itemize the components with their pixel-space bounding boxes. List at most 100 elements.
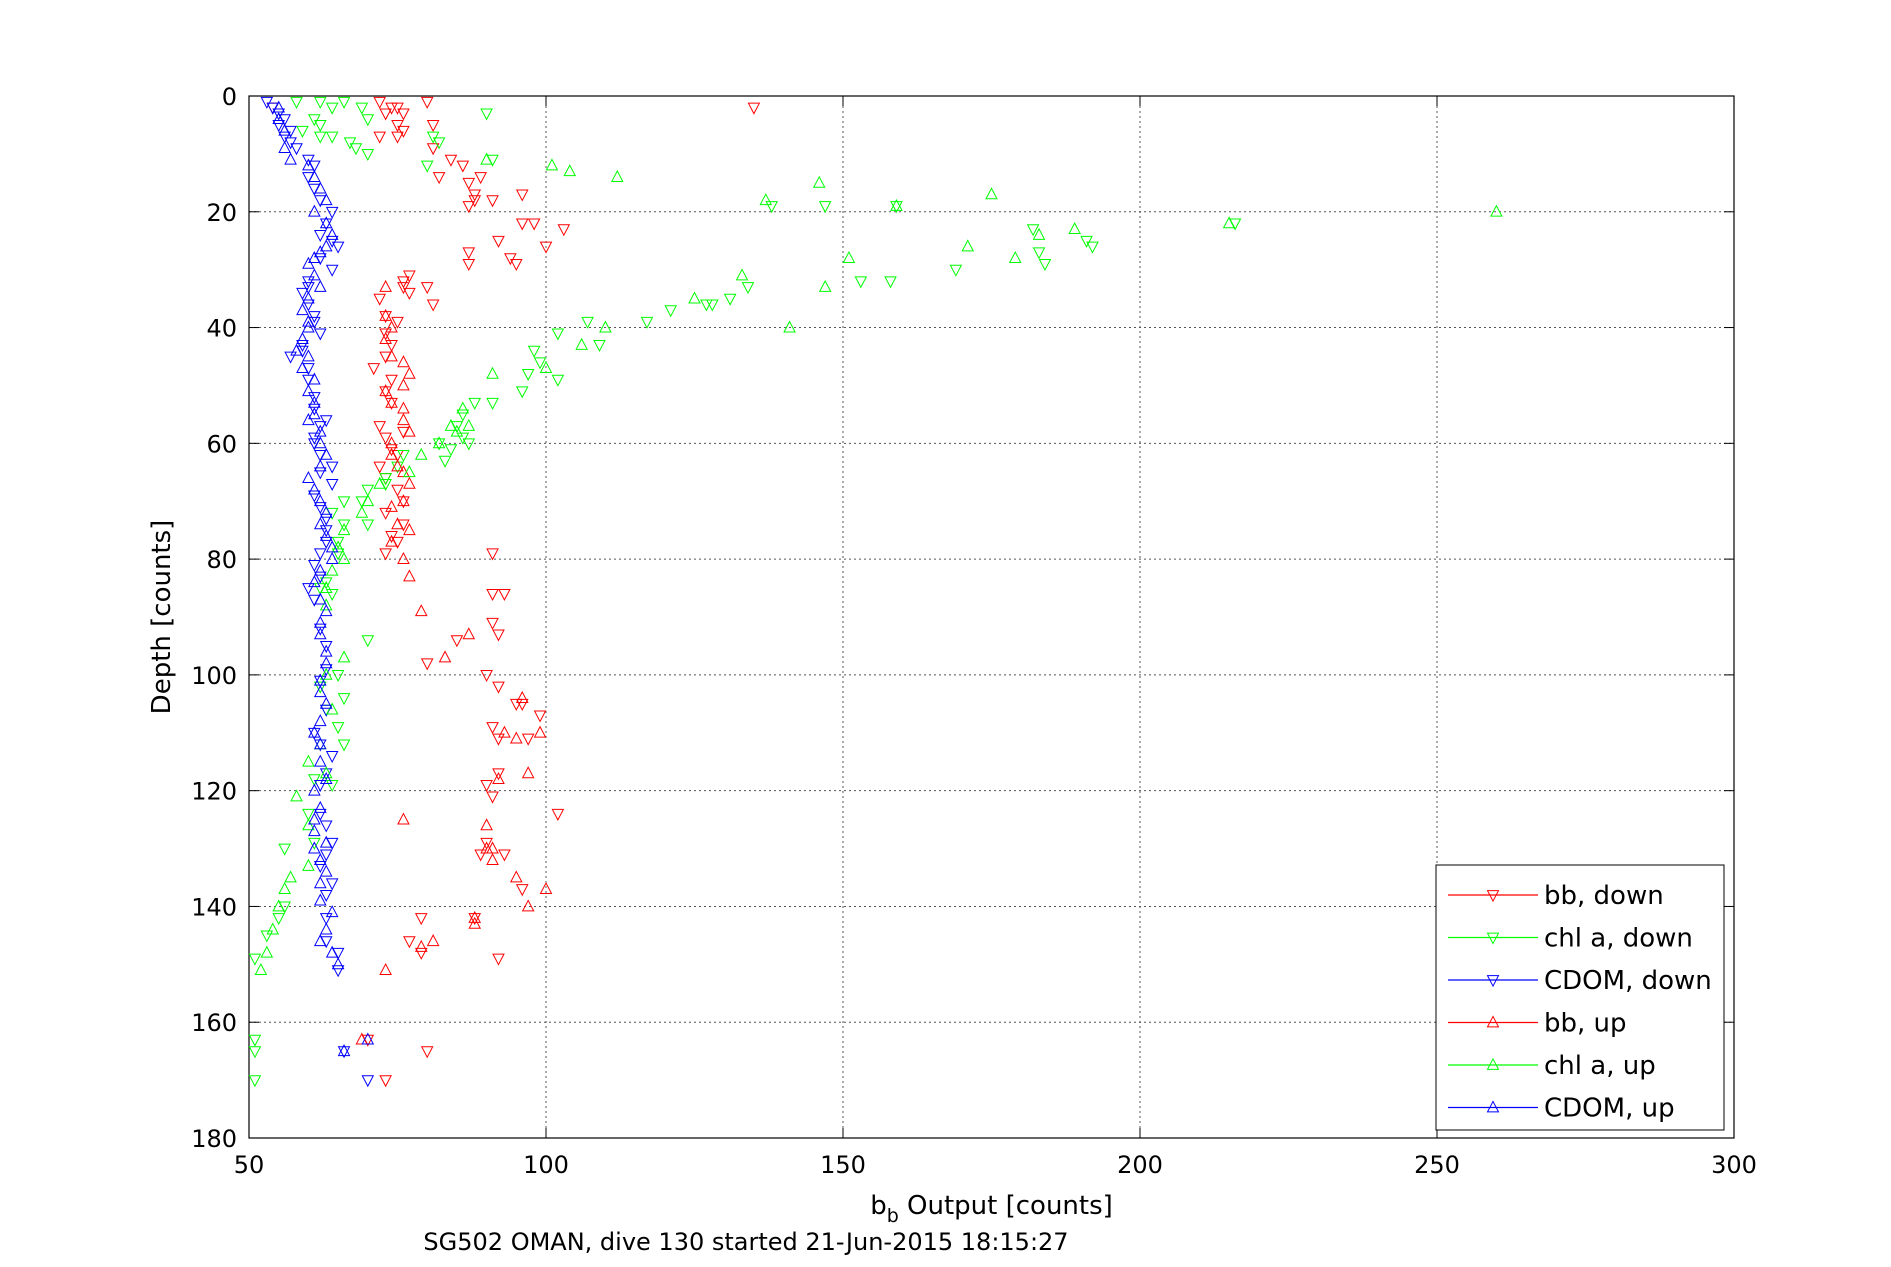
data-point bbox=[308, 727, 321, 740]
data-point bbox=[319, 913, 333, 926]
data-point bbox=[308, 311, 321, 324]
data-point bbox=[313, 673, 327, 686]
data-point bbox=[1068, 222, 1081, 235]
data-point bbox=[337, 551, 351, 565]
data-point bbox=[331, 722, 345, 735]
data-point bbox=[319, 513, 333, 526]
data-point bbox=[379, 279, 392, 292]
data-point bbox=[296, 332, 309, 345]
data-point bbox=[308, 824, 321, 837]
data-point bbox=[272, 100, 286, 113]
data-point bbox=[397, 276, 410, 289]
data-point bbox=[260, 945, 274, 958]
data-point bbox=[260, 96, 274, 109]
data-point bbox=[373, 476, 387, 489]
grid-lines bbox=[249, 96, 1734, 1138]
data-point bbox=[515, 690, 529, 703]
data-point bbox=[551, 374, 565, 387]
data-point bbox=[385, 340, 398, 353]
y-axis-label: Depth [counts] bbox=[147, 520, 177, 715]
data-point bbox=[462, 418, 476, 431]
data-point bbox=[486, 366, 499, 379]
data-point bbox=[593, 340, 606, 353]
data-point bbox=[313, 754, 327, 767]
data-point bbox=[414, 604, 428, 617]
y-tick-label: 120 bbox=[191, 778, 237, 806]
data-point bbox=[325, 478, 339, 491]
data-point bbox=[456, 432, 470, 445]
data-point bbox=[325, 131, 339, 144]
data-point bbox=[272, 120, 286, 133]
y-tick-label: 20 bbox=[206, 199, 237, 227]
data-point bbox=[313, 739, 327, 752]
data-point bbox=[325, 905, 339, 918]
x-tick-label: 250 bbox=[1414, 1151, 1460, 1179]
data-point bbox=[403, 936, 416, 949]
data-point bbox=[302, 299, 315, 312]
data-point bbox=[379, 962, 392, 976]
data-point bbox=[319, 664, 333, 677]
data-point bbox=[337, 1046, 351, 1059]
data-point bbox=[379, 432, 392, 445]
x-axis-label-subscript: b bbox=[887, 1205, 899, 1227]
data-point bbox=[480, 108, 493, 121]
data-point bbox=[403, 287, 416, 300]
data-point bbox=[462, 627, 476, 640]
data-point bbox=[319, 525, 333, 538]
data-point bbox=[319, 849, 333, 862]
data-point bbox=[308, 560, 321, 573]
data-point bbox=[884, 276, 897, 289]
dive-caption: SG502 OMAN, dive 130 started 21-Jun-2015… bbox=[423, 1228, 1068, 1256]
data-points bbox=[248, 96, 1503, 1088]
data-point bbox=[391, 461, 404, 474]
y-tick-label: 40 bbox=[206, 315, 237, 343]
data-point bbox=[379, 1075, 392, 1088]
y-tick-label: 80 bbox=[206, 546, 237, 574]
data-point bbox=[313, 459, 327, 472]
legend-marker bbox=[1486, 1015, 1500, 1028]
data-point bbox=[480, 669, 493, 683]
data-point bbox=[426, 299, 440, 312]
x-tick-label: 100 bbox=[523, 1151, 569, 1179]
data-point bbox=[509, 258, 523, 272]
data-point bbox=[462, 177, 476, 190]
x-axis-label: bb Output [counts] bbox=[870, 1191, 1113, 1227]
data-point bbox=[302, 276, 315, 289]
data-point bbox=[355, 505, 369, 518]
data-point bbox=[373, 96, 387, 109]
data-point bbox=[432, 137, 446, 150]
series-cdom-up bbox=[272, 100, 375, 1057]
data-point bbox=[296, 360, 309, 373]
data-point bbox=[456, 409, 470, 422]
data-point bbox=[599, 320, 612, 333]
data-point bbox=[818, 201, 832, 214]
data-point bbox=[319, 641, 333, 654]
data-point bbox=[379, 332, 392, 345]
legend-marker bbox=[1486, 890, 1500, 903]
data-point bbox=[296, 287, 309, 300]
data-point bbox=[319, 768, 333, 781]
data-point bbox=[498, 849, 511, 862]
data-point bbox=[319, 239, 333, 252]
legend-label: CDOM, up bbox=[1544, 1094, 1675, 1124]
data-point bbox=[563, 164, 577, 177]
x-axis-label-main: b bbox=[870, 1191, 887, 1221]
data-point bbox=[313, 615, 327, 628]
data-point bbox=[313, 685, 327, 698]
data-point bbox=[1080, 235, 1093, 248]
data-point bbox=[248, 1075, 262, 1088]
data-point bbox=[379, 384, 392, 397]
data-point bbox=[581, 316, 594, 329]
data-point bbox=[403, 366, 416, 379]
data-point bbox=[313, 627, 327, 640]
data-point bbox=[337, 519, 351, 532]
data-point bbox=[379, 507, 392, 520]
data-point bbox=[278, 131, 291, 144]
data-point bbox=[985, 187, 998, 200]
data-point bbox=[492, 681, 505, 694]
data-point bbox=[450, 424, 464, 437]
data-point bbox=[557, 224, 571, 237]
data-point bbox=[308, 837, 321, 850]
data-point bbox=[319, 505, 333, 518]
data-point bbox=[420, 160, 434, 173]
